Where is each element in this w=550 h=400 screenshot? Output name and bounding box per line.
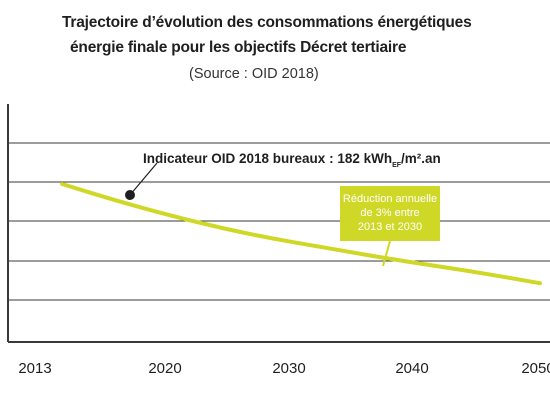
x-tick-labels: 2013 2020 2030 2040 2050 bbox=[18, 360, 550, 377]
reduction-line-2: de 3% entre bbox=[360, 207, 419, 219]
chart-title: Trajectoire d’évolution des consommation… bbox=[62, 14, 472, 31]
indicator-label: Indicateur OID 2018 bureaux : 182 kWhEF/… bbox=[143, 151, 441, 169]
chart-subtitle: énergie finale pour les objectifs Décret… bbox=[70, 39, 407, 56]
reduction-leader-line bbox=[382, 240, 391, 267]
series-line bbox=[60, 182, 542, 286]
x-tick-label: 2013 bbox=[18, 360, 51, 377]
x-tick-label: 2030 bbox=[272, 360, 305, 377]
x-tick-label: 2020 bbox=[148, 360, 181, 377]
gridlines bbox=[8, 142, 550, 301]
reduction-line-1: Réduction annuelle bbox=[343, 193, 437, 205]
x-tick-label: 2050 bbox=[521, 360, 550, 377]
indicator-leader-line bbox=[129, 162, 158, 196]
indicator-marker bbox=[125, 190, 135, 200]
x-tick-label: 2040 bbox=[395, 360, 428, 377]
chart-source: (Source : OID 2018) bbox=[189, 66, 319, 82]
reduction-line-3: 2013 et 2030 bbox=[358, 221, 422, 233]
reduction-box bbox=[340, 186, 440, 241]
